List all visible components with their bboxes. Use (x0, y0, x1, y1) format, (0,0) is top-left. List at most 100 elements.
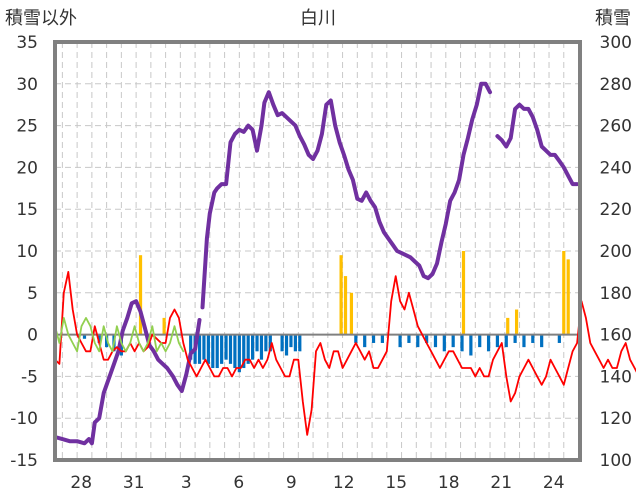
line-series (53, 81, 636, 446)
blue-bar (251, 334, 255, 360)
orange-bar (562, 251, 566, 335)
blue-bar (259, 334, 264, 360)
x-tick-label: 31 (123, 473, 145, 493)
blue-bar (425, 334, 429, 343)
left-axis-ticks: 35 30 25 20 15 10 5 0 -5 -10 -15 (10, 33, 38, 471)
blue-bar (469, 334, 473, 356)
orange-bar (461, 251, 466, 335)
blue-bar (206, 334, 210, 364)
blue-bar (82, 334, 87, 339)
blue-bar (380, 334, 384, 343)
right-tick-label: 100 (600, 451, 632, 471)
right-tick-label: 140 (600, 367, 632, 387)
plot-frame (53, 40, 582, 462)
orange-bar (343, 276, 348, 335)
blue-bar (442, 334, 446, 352)
blue-bar (202, 334, 206, 360)
left-tick-label: 15 (16, 200, 38, 220)
x-tick-label: 28 (70, 473, 92, 493)
right-tick-label: 220 (600, 200, 632, 220)
blue-bar (233, 334, 237, 369)
x-axis-ticks: 28 31 3 6 9 12 15 18 21 24 (70, 473, 564, 493)
blue-bar (264, 334, 268, 352)
blue-bar (246, 334, 250, 364)
blue-bar (224, 334, 228, 360)
orange-bar (514, 309, 519, 335)
blue-bar (215, 334, 219, 369)
x-tick-label: 6 (233, 473, 244, 493)
series-line-0 (200, 81, 492, 310)
blue-bar (522, 334, 526, 348)
blue-bar (211, 334, 215, 369)
right-tick-label: 260 (600, 117, 632, 137)
blue-bar (531, 334, 535, 343)
blue-bar (220, 334, 224, 364)
blue-bar (513, 334, 517, 343)
blue-bar (460, 334, 464, 352)
left-tick-label: 30 (16, 75, 38, 95)
orange-bar (349, 292, 354, 335)
left-axis-label: 積雪以外 (5, 8, 77, 29)
right-tick-label: 240 (600, 158, 632, 178)
blue-bar (97, 334, 101, 343)
blue-bar (293, 334, 297, 352)
blue-bar (363, 334, 367, 348)
blue-bar (486, 334, 491, 352)
left-tick-label: 20 (16, 158, 38, 178)
left-tick-label: -10 (10, 409, 38, 429)
x-tick-label: 18 (438, 473, 460, 493)
blue-bar (416, 334, 420, 348)
right-axis-label: 積雪 (595, 8, 631, 29)
left-tick-label: -5 (21, 367, 38, 387)
blue-bar (284, 334, 289, 356)
blue-bar (237, 334, 241, 373)
blue-bar (228, 334, 233, 364)
blue-bar (540, 334, 544, 348)
blue-bar (354, 334, 358, 343)
left-tick-label: 25 (16, 117, 38, 137)
series-line-0 (53, 299, 202, 446)
right-axis-ticks: 300 280 260 240 220 200 180 160 140 120 100 (600, 33, 632, 471)
blue-bar (504, 334, 508, 348)
x-tick-label: 12 (333, 473, 355, 493)
series-line-2 (54, 317, 185, 353)
right-tick-label: 120 (600, 409, 632, 429)
orange-bar (506, 317, 510, 335)
blue-bar (398, 334, 402, 348)
right-tick-label: 160 (600, 326, 632, 346)
blue-bar (433, 334, 438, 348)
blue-bar (557, 334, 561, 343)
left-tick-label: 5 (27, 284, 38, 304)
gridlines (55, 41, 580, 461)
blue-bar (371, 334, 376, 343)
blue-bar (407, 334, 411, 343)
series-line-0 (495, 102, 580, 187)
left-tick-label: 35 (16, 33, 38, 53)
orange-bar (138, 255, 143, 335)
right-tick-label: 300 (600, 33, 632, 53)
orange-bar (566, 259, 570, 335)
x-tick-label: 21 (490, 473, 512, 493)
left-tick-label: 10 (16, 242, 38, 262)
blue-bar (451, 334, 455, 348)
blue-bar (197, 334, 202, 364)
blue-bar (242, 334, 246, 369)
right-tick-label: 200 (600, 242, 632, 262)
x-tick-label: 24 (543, 473, 565, 493)
orange-bar (339, 255, 343, 335)
blue-bar (280, 334, 284, 352)
blue-bar (189, 334, 193, 360)
blue-bar (289, 334, 293, 348)
blue-bar (495, 334, 500, 348)
x-tick-label: 15 (385, 473, 407, 493)
x-tick-label: 3 (181, 473, 192, 493)
series-line-1 (54, 271, 636, 436)
right-tick-label: 280 (600, 75, 632, 95)
left-tick-label: 0 (27, 326, 38, 346)
left-tick-label: -15 (10, 451, 38, 471)
right-tick-label: 180 (600, 284, 632, 304)
blue-bar (268, 334, 272, 352)
orange-bar (162, 317, 166, 335)
blue-bar (255, 334, 259, 352)
